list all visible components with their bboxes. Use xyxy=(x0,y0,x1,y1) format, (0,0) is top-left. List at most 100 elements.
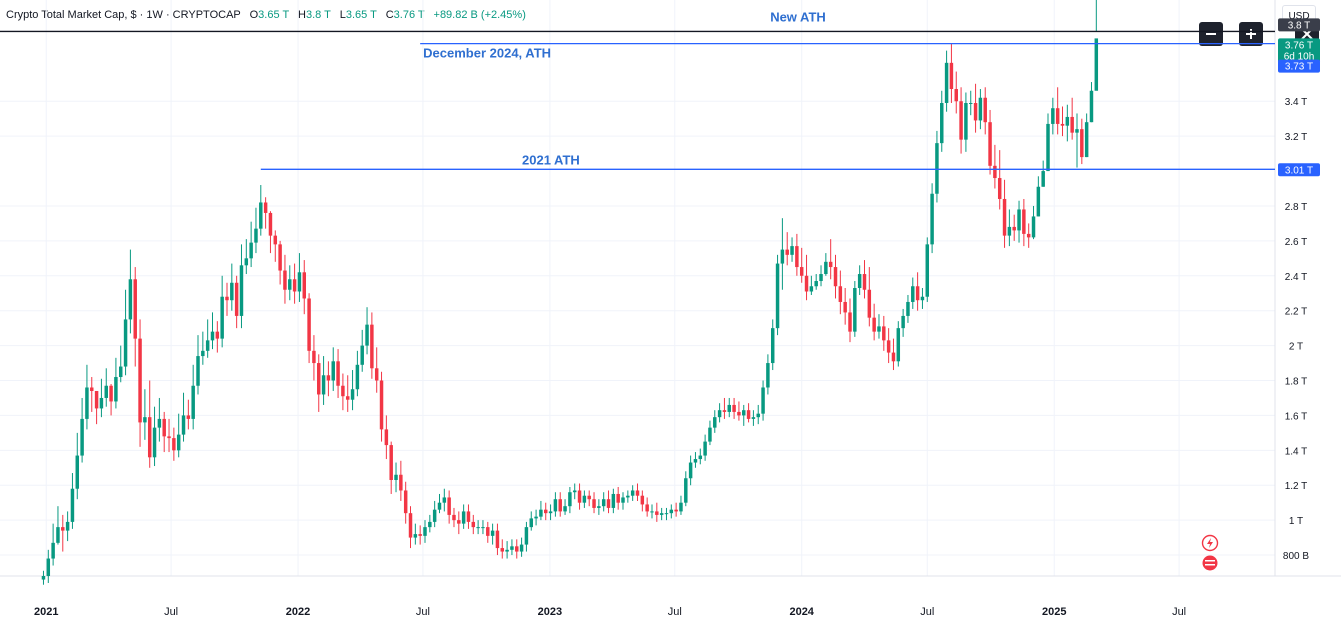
candle-body xyxy=(152,427,157,458)
candle-body xyxy=(239,265,244,316)
candle-body xyxy=(621,497,625,503)
y-tick-label: 1.2 T xyxy=(1285,481,1308,492)
candle-body xyxy=(790,246,794,255)
zoom-out-button[interactable] xyxy=(1199,22,1223,46)
candle-body xyxy=(403,490,408,514)
candle-body xyxy=(944,62,949,103)
x-tick-label: Jul xyxy=(416,606,430,618)
annotation-label: New ATH xyxy=(770,9,826,24)
candle-body xyxy=(780,249,785,264)
candle-body xyxy=(988,122,992,166)
candle-body xyxy=(568,492,572,507)
candle-body xyxy=(307,298,311,351)
candle-body xyxy=(819,274,823,282)
candle-body xyxy=(949,62,954,90)
candle-body xyxy=(592,499,596,508)
candle-body xyxy=(56,527,60,543)
candle-body xyxy=(457,520,461,524)
candle-body xyxy=(46,558,51,576)
y-tick-label: 3.2 T xyxy=(1285,132,1308,143)
annotation-label: 2021 ATH xyxy=(522,152,580,167)
x-tick-label: Jul xyxy=(164,606,178,618)
candle-body xyxy=(1046,123,1050,172)
candle-body xyxy=(1075,129,1079,133)
candle-body xyxy=(872,317,876,332)
zoom-in-button[interactable] xyxy=(1239,22,1263,46)
x-tick-label: 2022 xyxy=(286,606,310,618)
candle-body xyxy=(99,397,104,409)
y-tick-label: 3.4 T xyxy=(1285,97,1308,108)
candle-body xyxy=(891,352,896,362)
candle-body xyxy=(582,495,587,503)
candle-body xyxy=(292,279,297,292)
candle-body xyxy=(70,488,75,522)
candle-body xyxy=(230,282,234,301)
candle-body xyxy=(442,497,447,503)
candle-body xyxy=(133,279,137,339)
y-tick-label: 1.4 T xyxy=(1285,446,1308,457)
candle-body xyxy=(360,345,364,365)
candle-body xyxy=(128,279,133,320)
candle-body xyxy=(355,364,360,390)
x-tick-label: Jul xyxy=(668,606,682,618)
candle-body xyxy=(389,445,393,480)
candle-body xyxy=(172,438,176,451)
candle-body xyxy=(138,338,142,423)
candle-body xyxy=(911,286,915,302)
candle-body xyxy=(674,509,678,512)
us-flag-stripe xyxy=(1205,560,1215,562)
candle-body xyxy=(698,455,703,460)
candle-body xyxy=(983,97,987,123)
candle-body xyxy=(263,202,268,213)
candle-body xyxy=(205,340,210,351)
candle-body xyxy=(302,272,306,299)
candle-body xyxy=(51,542,55,559)
candle-body xyxy=(1007,226,1012,236)
x-tick-label: 2024 xyxy=(789,606,814,618)
candle-body xyxy=(437,502,442,510)
candle-body xyxy=(471,521,476,528)
candle-body xyxy=(804,275,809,292)
candle-body xyxy=(684,478,688,503)
candle-body xyxy=(635,490,640,496)
candle-body xyxy=(1002,198,1007,236)
candle-body xyxy=(61,527,65,531)
high-value: 3.8 T xyxy=(305,9,331,21)
candle-body xyxy=(713,417,717,428)
candle-body xyxy=(191,385,195,419)
candle-body xyxy=(408,513,413,538)
candle-body xyxy=(326,375,331,381)
candle-body xyxy=(843,301,847,313)
candle-body xyxy=(65,521,70,531)
candle-body xyxy=(626,495,630,498)
candle-body xyxy=(655,511,659,515)
candle-body xyxy=(848,312,852,332)
candle-body xyxy=(370,324,374,369)
candle-body xyxy=(345,396,350,400)
candle-body xyxy=(833,267,838,287)
candle-body xyxy=(515,546,519,552)
candle-body xyxy=(490,530,495,536)
candle-body xyxy=(259,202,263,229)
candle-body xyxy=(616,493,620,503)
candle-body xyxy=(553,499,558,512)
x-tick-label: Jul xyxy=(920,606,934,618)
candle-body xyxy=(331,361,335,381)
candle-body xyxy=(90,387,94,391)
x-tick-label: 2021 xyxy=(34,606,58,618)
candle-body xyxy=(510,546,514,550)
candle-body xyxy=(1070,116,1074,133)
low-key: L xyxy=(339,9,346,21)
grid xyxy=(0,0,1341,577)
candle-body xyxy=(196,356,200,386)
candle-body xyxy=(1031,216,1036,238)
candle-body xyxy=(766,363,770,388)
candle-body xyxy=(104,385,108,398)
candle-body xyxy=(379,380,384,430)
candle-body xyxy=(640,495,645,505)
candle-body xyxy=(268,212,273,236)
candle-body xyxy=(249,242,253,259)
candle-body xyxy=(428,521,432,528)
candle-body xyxy=(1094,38,1099,91)
